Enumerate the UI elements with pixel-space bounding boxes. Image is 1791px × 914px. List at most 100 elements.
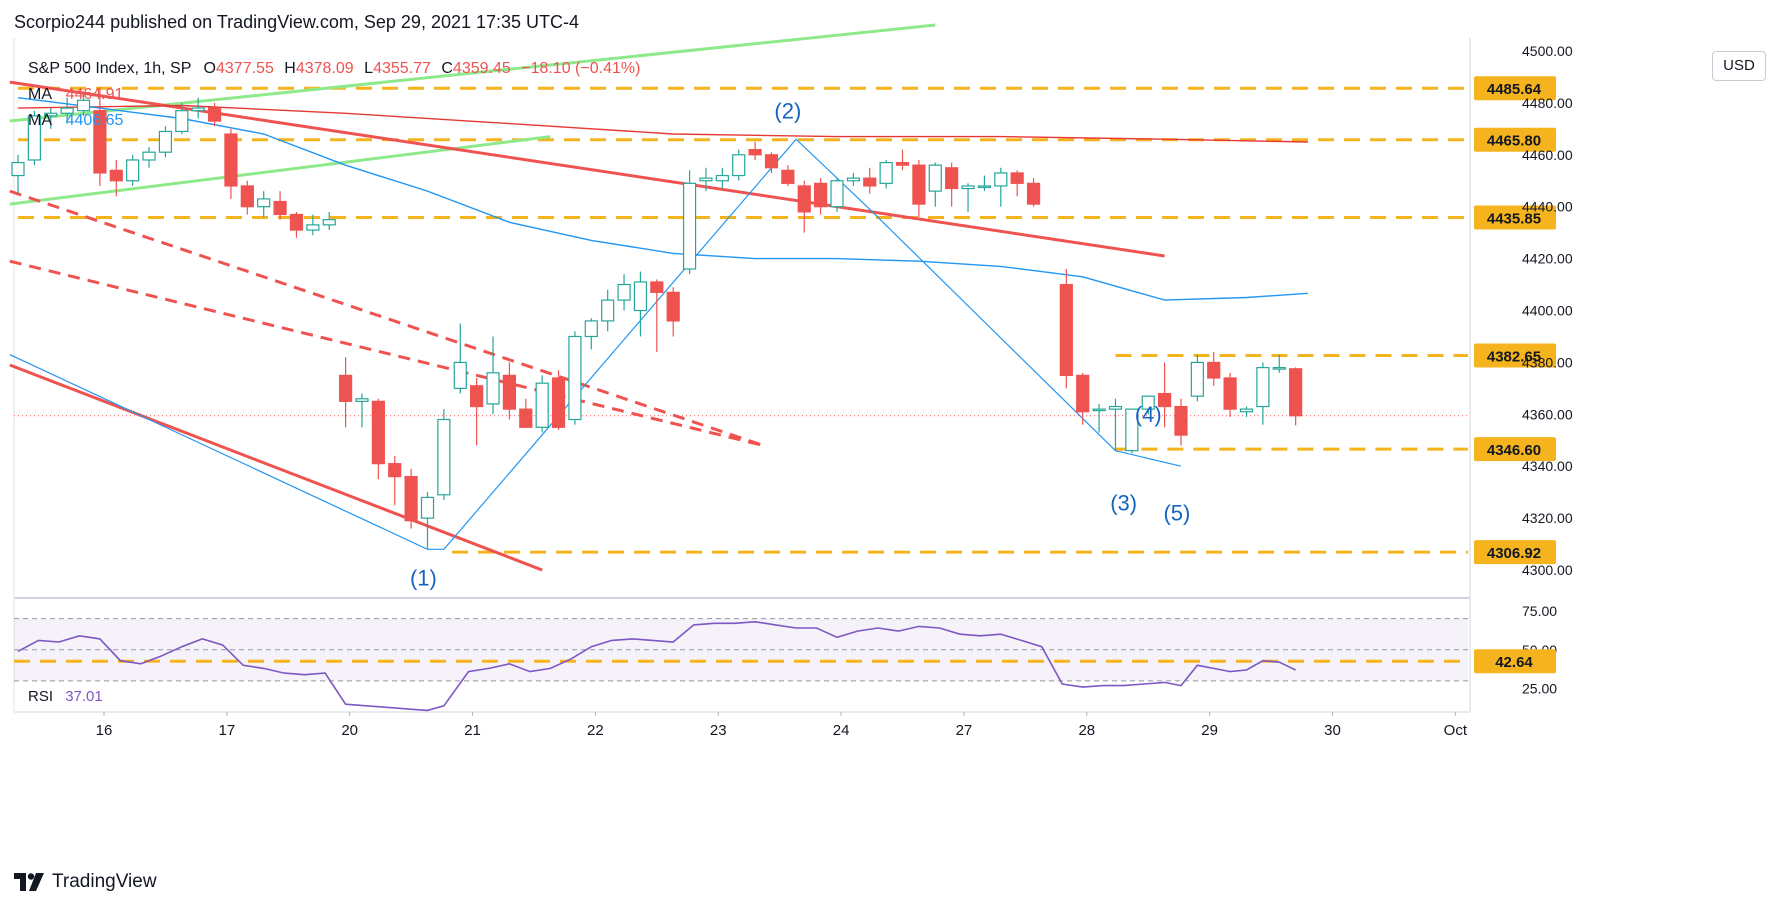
currency-button[interactable]: USD [1712, 51, 1766, 81]
tradingview-brand[interactable]: TradingView [14, 871, 157, 893]
candle-up[interactable] [257, 191, 271, 218]
dashed-trend-line[interactable] [9, 259, 764, 447]
candle-up[interactable] [11, 154, 25, 194]
trend-line[interactable] [9, 135, 551, 206]
wave-label[interactable]: (3) [1110, 490, 1137, 515]
candle-down[interactable] [1157, 362, 1172, 428]
candle-down[interactable] [404, 468, 418, 529]
candle-down[interactable] [339, 357, 353, 428]
candle-down[interactable] [289, 211, 304, 238]
candle-up[interactable] [486, 336, 500, 415]
candle-up[interactable] [617, 274, 631, 311]
candle-down[interactable] [470, 377, 484, 446]
candle-up[interactable] [306, 214, 320, 236]
candle-up[interactable] [158, 126, 173, 158]
candle-down[interactable] [666, 287, 680, 337]
candle-up[interactable] [126, 154, 140, 186]
candle-down[interactable] [240, 180, 254, 215]
candle-down[interactable] [1174, 398, 1188, 446]
candle-down[interactable] [814, 178, 828, 215]
candle-up[interactable] [76, 92, 91, 116]
ma1-legend-row[interactable]: MA 4464.91 [28, 82, 640, 108]
candle-down[interactable] [945, 162, 959, 207]
wave-label[interactable]: (4) [1135, 402, 1162, 427]
candle-down[interactable] [109, 159, 123, 197]
candle-down[interactable] [207, 102, 222, 127]
candle-up[interactable] [1125, 408, 1139, 454]
candle-down[interactable] [1010, 170, 1024, 197]
candle-up[interactable] [830, 178, 844, 212]
candle-down[interactable] [519, 398, 533, 428]
candle-up[interactable] [27, 110, 41, 166]
candle-up[interactable] [420, 492, 435, 550]
candle-up[interactable] [437, 409, 451, 500]
candle-down[interactable] [781, 165, 795, 186]
candle-down[interactable] [93, 87, 107, 186]
candle-up[interactable] [977, 175, 992, 192]
candle-down[interactable] [1026, 178, 1041, 207]
candle-up[interactable] [715, 167, 729, 189]
wave-label[interactable]: (1) [410, 566, 437, 591]
candle-down[interactable] [1289, 367, 1303, 426]
candle-up[interactable] [633, 271, 648, 337]
candle-up[interactable] [961, 183, 975, 212]
candle-down[interactable] [912, 159, 926, 218]
candle-up[interactable] [1272, 354, 1286, 373]
candle-down[interactable] [551, 370, 566, 430]
candle-up[interactable] [175, 102, 189, 135]
candle-up[interactable] [322, 211, 336, 231]
candle-up[interactable] [44, 108, 58, 129]
candle-up[interactable] [142, 147, 156, 168]
candle-down[interactable] [273, 191, 287, 220]
candle-down[interactable] [1223, 372, 1237, 417]
candle-up[interactable] [1108, 398, 1123, 451]
wave-label[interactable]: (2) [774, 98, 801, 123]
rsi-legend[interactable]: RSI 37.01 [28, 688, 103, 705]
candle-down[interactable] [895, 149, 910, 171]
candle-up[interactable] [568, 331, 582, 425]
candle-up[interactable] [1092, 403, 1106, 433]
candle-up[interactable] [682, 170, 697, 275]
candle-up[interactable] [1190, 354, 1204, 402]
candle-down[interactable] [388, 455, 402, 506]
candle-down[interactable] [797, 180, 811, 233]
candle-up[interactable] [191, 97, 205, 119]
candle-down[interactable] [502, 362, 516, 420]
candle-up[interactable] [584, 318, 598, 350]
dashed-trend-line[interactable] [9, 189, 764, 447]
candle-up[interactable] [601, 289, 615, 332]
candle-down[interactable] [863, 167, 877, 194]
candle-down[interactable] [764, 152, 779, 173]
candle-up[interactable] [535, 375, 549, 433]
candle-body [945, 167, 959, 190]
ma2-legend-row[interactable]: MA 4406.65 [28, 108, 640, 134]
symbol-legend-row[interactable]: S&P 500 Index, 1h, SP O4377.55 H4378.09 … [28, 56, 640, 82]
wave-label[interactable]: (5) [1163, 501, 1190, 526]
candle-down[interactable] [748, 141, 762, 160]
candle-up[interactable] [879, 159, 893, 189]
candle-up[interactable] [699, 167, 713, 192]
candle-down[interactable] [1076, 372, 1090, 425]
candle-up[interactable] [60, 97, 74, 124]
candle-up[interactable] [1256, 362, 1270, 425]
candle-down[interactable] [1059, 268, 1073, 389]
candle-down[interactable] [371, 398, 385, 480]
moving-average-line-2[interactable] [17, 97, 1308, 301]
candle-up[interactable] [846, 172, 860, 186]
trend-line[interactable] [9, 363, 543, 572]
candle-up[interactable] [928, 162, 942, 207]
candle-down[interactable] [224, 128, 238, 199]
elliott-wave-path[interactable] [9, 138, 1182, 550]
rsi-line[interactable] [17, 620, 1296, 712]
candle-down[interactable] [650, 279, 664, 353]
moving-average-line-1[interactable] [17, 104, 1308, 143]
candle-up[interactable] [994, 167, 1008, 207]
candle-down[interactable] [1207, 352, 1221, 386]
candle-up[interactable] [1239, 406, 1254, 417]
candle-up[interactable] [355, 393, 369, 428]
candle-up[interactable] [453, 323, 467, 394]
candle-up[interactable] [1141, 395, 1155, 415]
candle-up[interactable] [732, 149, 746, 181]
